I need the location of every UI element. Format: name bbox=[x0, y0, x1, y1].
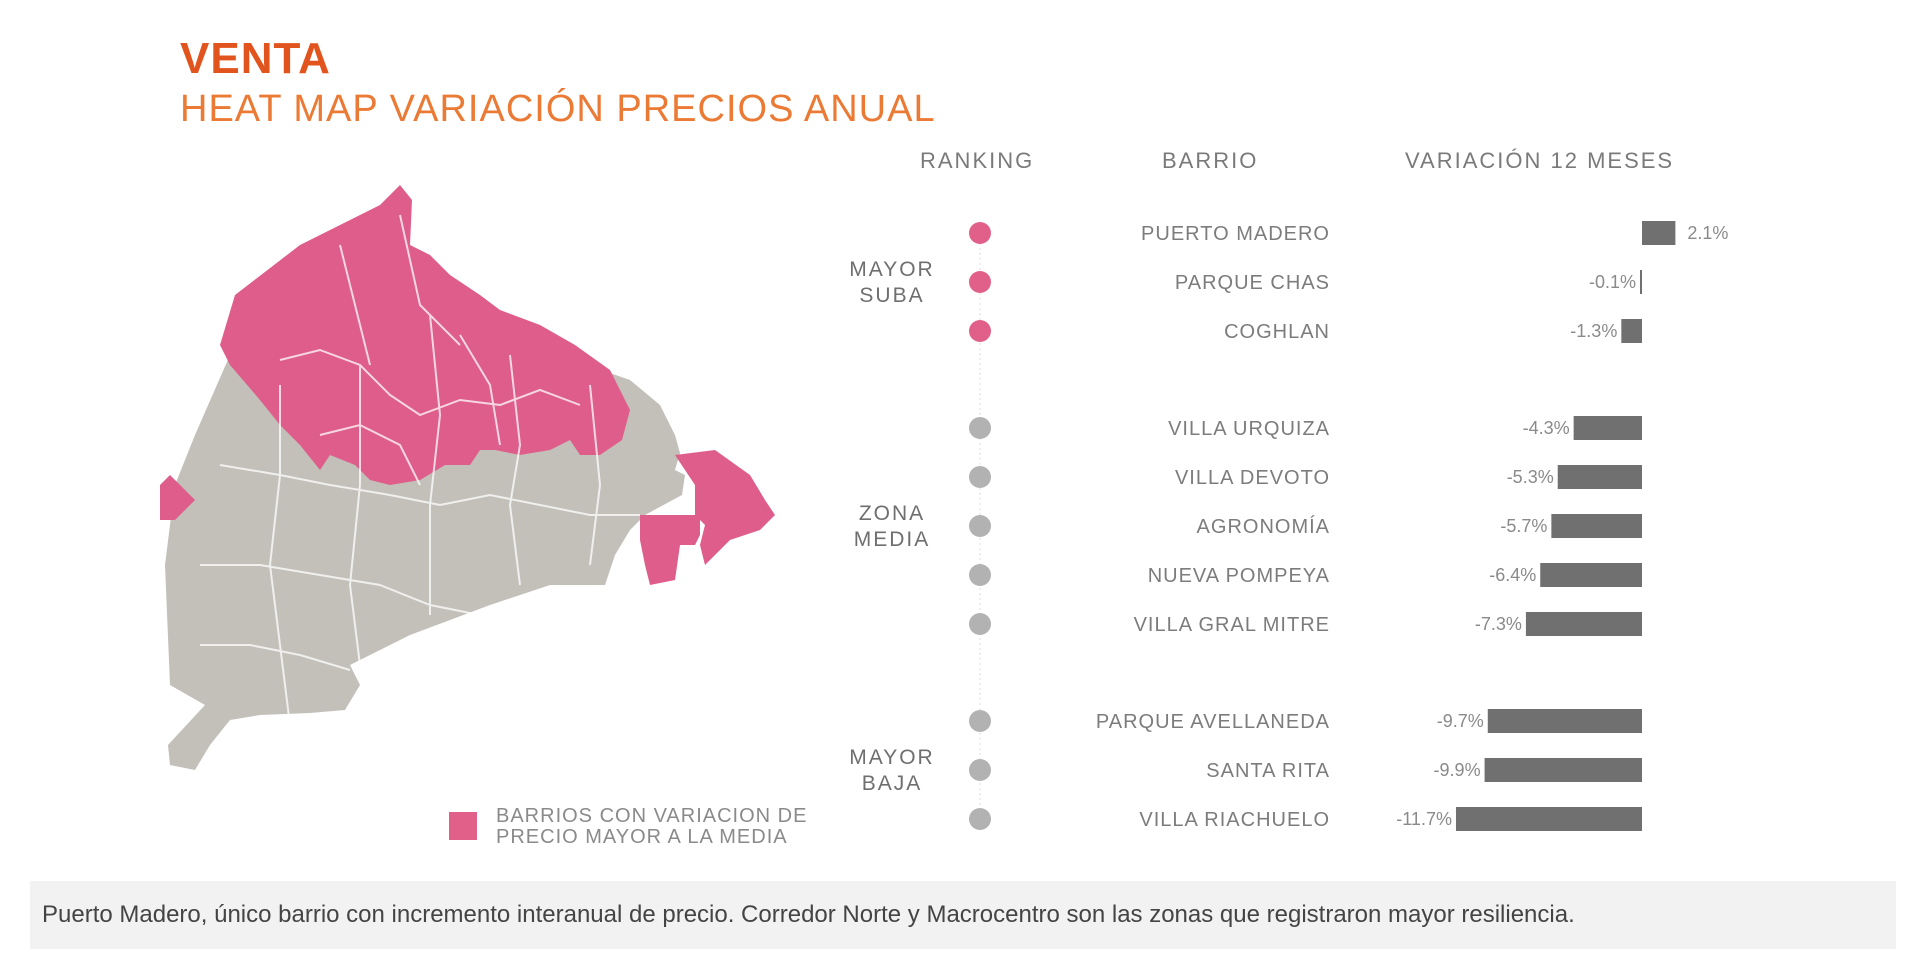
barrio-label: SANTA RITA bbox=[1206, 760, 1330, 782]
barrio-label: PARQUE CHAS bbox=[1175, 272, 1330, 294]
group-label-line2: BAJA bbox=[862, 772, 923, 795]
legend-label: BARRIOS CON VARIACION DE PRECIO MAYOR A … bbox=[496, 806, 826, 848]
value-label: -1.3% bbox=[1570, 321, 1617, 341]
value-label: -11.7% bbox=[1396, 809, 1452, 829]
barrio-label: NUEVA POMPEYA bbox=[1148, 565, 1330, 587]
column-header-ranking: RANKING bbox=[920, 148, 1035, 173]
map-highlight-north bbox=[220, 185, 630, 485]
value-label: -7.3% bbox=[1475, 614, 1522, 634]
barrio-label: VILLA DEVOTO bbox=[1175, 467, 1330, 489]
ranking-dot bbox=[969, 222, 991, 244]
footer-text: Puerto Madero, único barrio con incremen… bbox=[42, 901, 1575, 928]
value-label: -6.4% bbox=[1489, 565, 1536, 585]
variation-bar bbox=[1525, 612, 1642, 636]
value-label: -5.7% bbox=[1500, 516, 1547, 536]
barrio-label: COGHLAN bbox=[1224, 321, 1330, 343]
value-label: 2.1% bbox=[1687, 223, 1728, 243]
map-highlight-east bbox=[675, 450, 775, 565]
barrio-label: PARQUE AVELLANEDA bbox=[1096, 711, 1330, 733]
ranking-dot bbox=[969, 417, 991, 439]
ranking-dot bbox=[969, 759, 991, 781]
footer-note: Puerto Madero, único barrio con incremen… bbox=[30, 881, 1896, 949]
variation-bar bbox=[1487, 709, 1642, 733]
ranking-dot bbox=[969, 466, 991, 488]
variation-bar bbox=[1455, 807, 1642, 831]
ranking-dot bbox=[969, 271, 991, 293]
legend-label-line1: BARRIOS CON VARIACION DE bbox=[496, 805, 808, 827]
value-label: -0.1% bbox=[1589, 272, 1636, 292]
legend-swatch bbox=[449, 812, 477, 840]
variation-bar bbox=[1640, 270, 1642, 294]
ranking-dot bbox=[969, 710, 991, 732]
variation-bar bbox=[1540, 563, 1642, 587]
variation-bar bbox=[1621, 319, 1642, 343]
ranking-dot bbox=[969, 808, 991, 830]
group-label-line1: MAYOR bbox=[849, 258, 934, 281]
value-label: -4.3% bbox=[1523, 418, 1570, 438]
city-heat-map bbox=[160, 185, 775, 770]
variation-bar bbox=[1642, 221, 1676, 245]
value-label: -5.3% bbox=[1507, 467, 1554, 487]
barrio-label: PUERTO MADERO bbox=[1141, 223, 1330, 245]
map-highlight-west bbox=[160, 475, 195, 520]
group-label-line1: ZONA bbox=[859, 502, 925, 525]
variation-bar bbox=[1484, 758, 1642, 782]
ranking-dot bbox=[969, 613, 991, 635]
value-label: -9.9% bbox=[1434, 760, 1481, 780]
value-label: -9.7% bbox=[1437, 711, 1484, 731]
ranking-chart: PUERTO MADERO 2.1% PARQUE CHAS -0.1% COGHLAN… bbox=[849, 221, 1728, 831]
group-label-line2: SUBA bbox=[859, 284, 924, 307]
group-label-line2: MEDIA bbox=[854, 528, 931, 551]
ranking-dot bbox=[969, 515, 991, 537]
page-title: VENTA bbox=[180, 34, 331, 83]
barrio-label: VILLA RIACHUELO bbox=[1139, 809, 1330, 831]
barrio-label: AGRONOMÍA bbox=[1197, 515, 1330, 538]
ranking-dot bbox=[969, 564, 991, 586]
page-subtitle: HEAT MAP VARIACIÓN PRECIOS ANUAL bbox=[180, 88, 936, 130]
map-highlight-center bbox=[640, 515, 700, 585]
ranking-dot bbox=[969, 320, 991, 342]
variation-bar bbox=[1557, 465, 1642, 489]
barrio-label: VILLA GRAL MITRE bbox=[1134, 614, 1330, 636]
variation-bar bbox=[1573, 416, 1642, 440]
group-label-line1: MAYOR bbox=[849, 746, 934, 769]
column-header-barrio: BARRIO bbox=[1162, 148, 1259, 173]
variation-bar bbox=[1551, 514, 1642, 538]
legend-label-line2: PRECIO MAYOR A LA MEDIA bbox=[496, 826, 788, 848]
column-header-variacion: VARIACIÓN 12 MESES bbox=[1405, 148, 1675, 173]
barrio-label: VILLA URQUIZA bbox=[1168, 418, 1330, 440]
